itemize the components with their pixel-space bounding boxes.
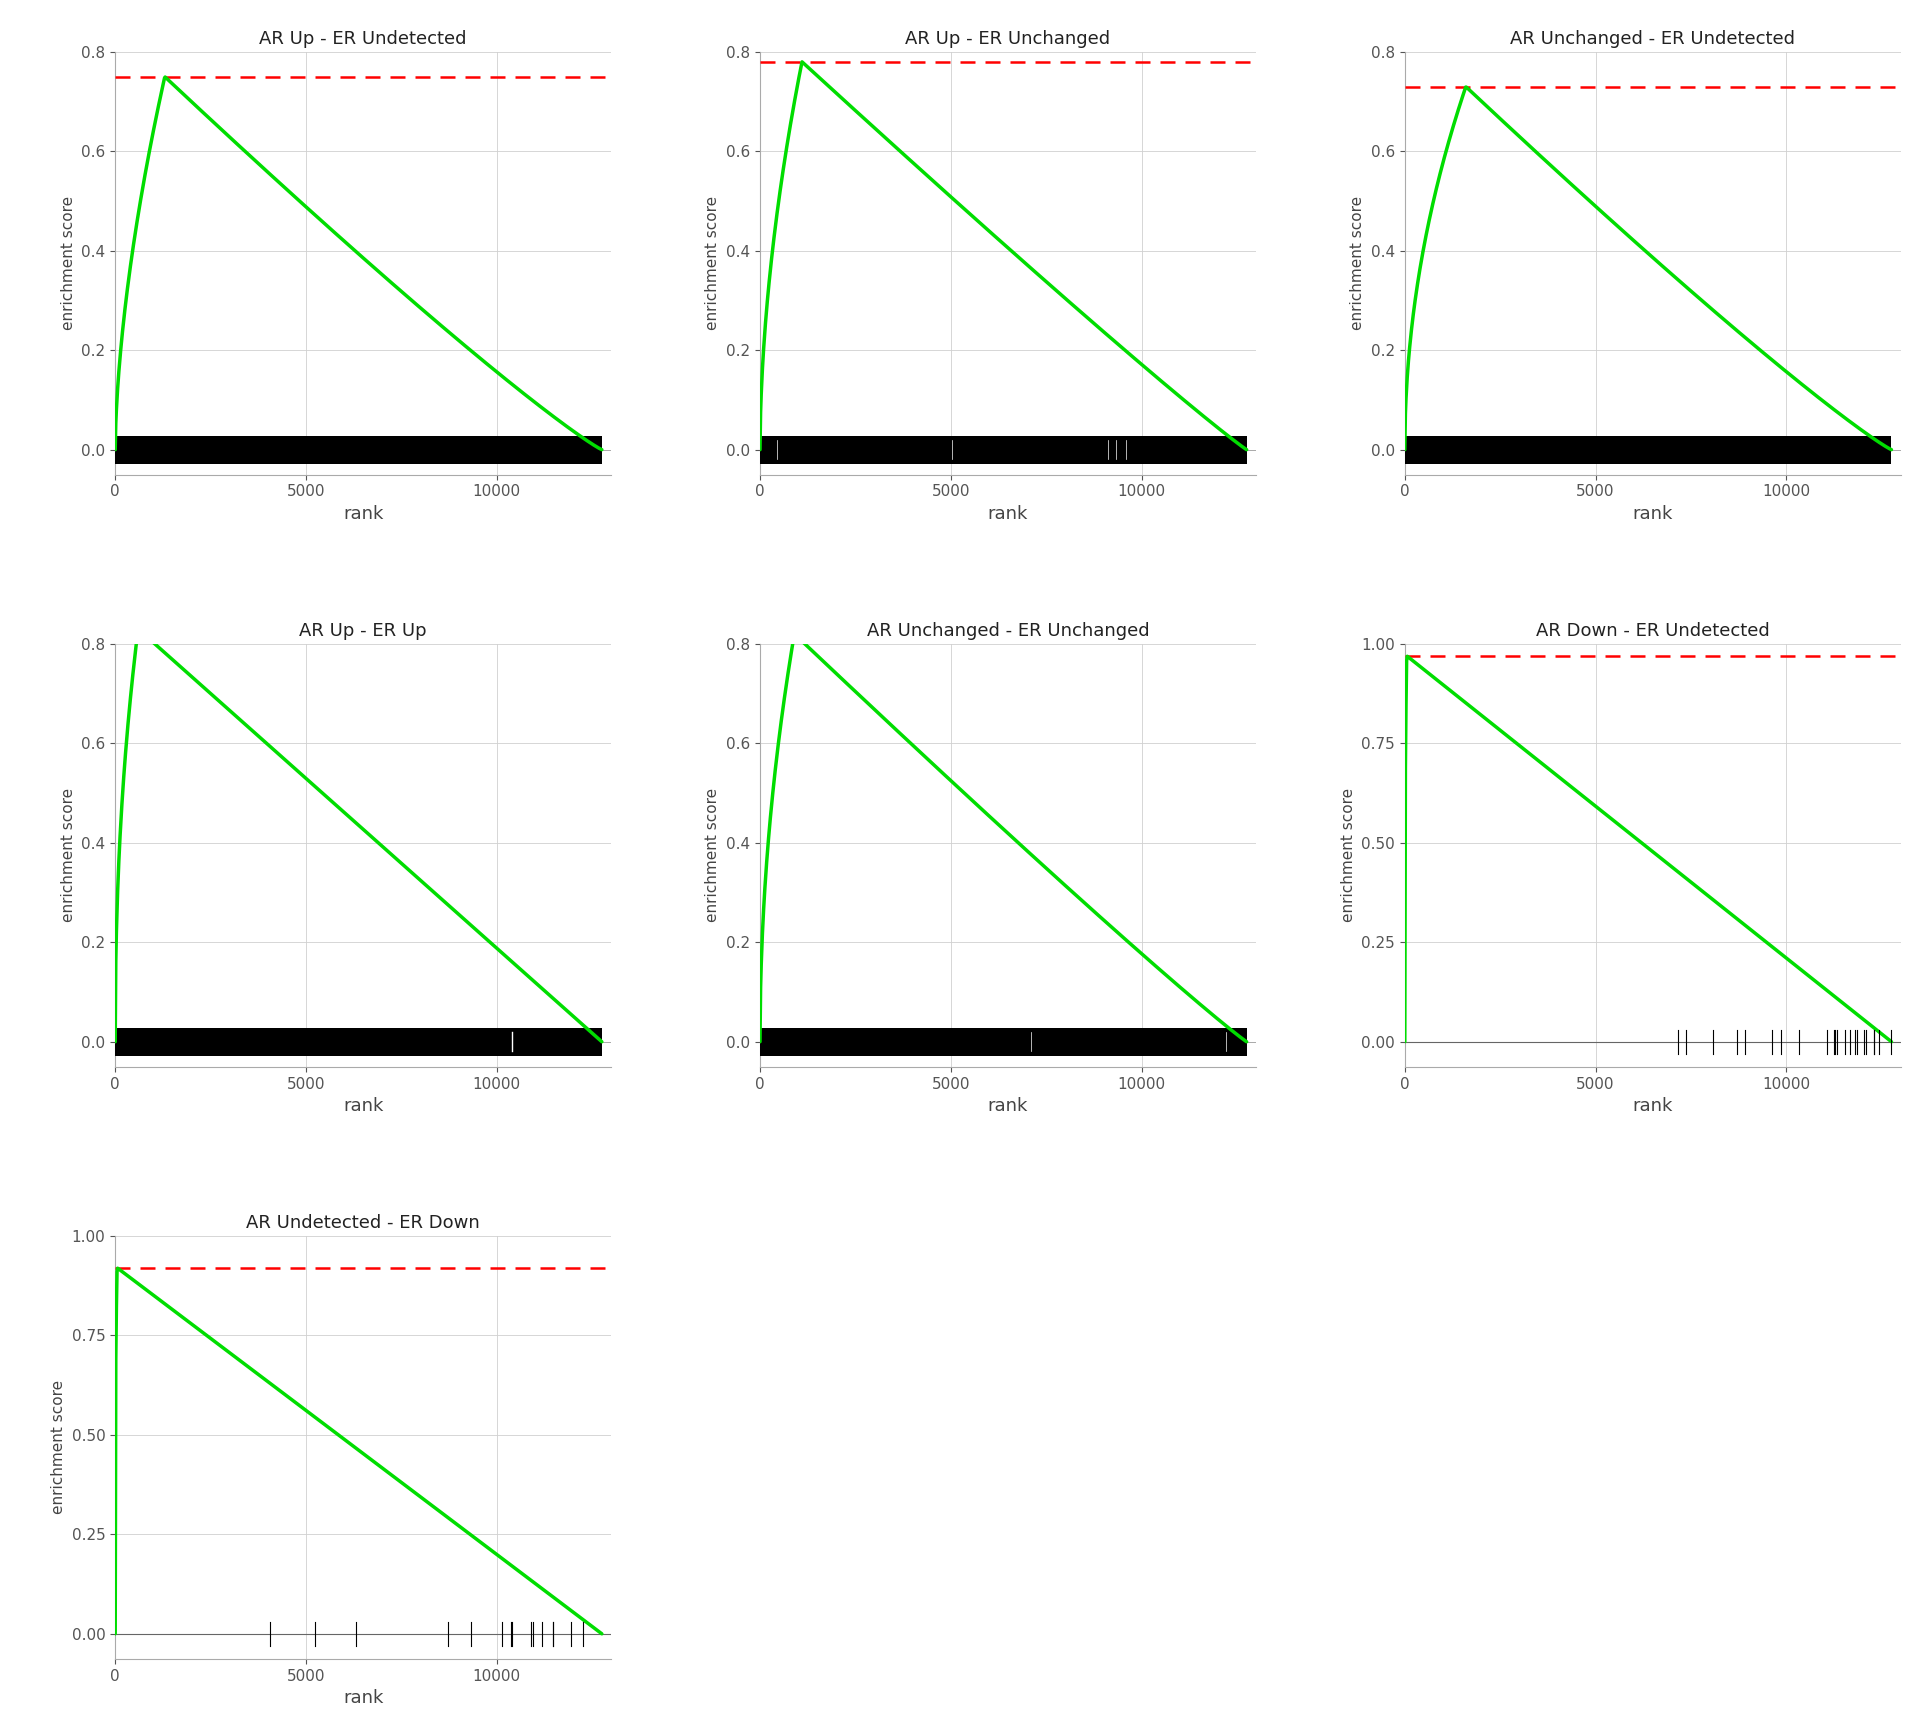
Y-axis label: enrichment score: enrichment score <box>61 788 75 923</box>
Bar <box>115 1028 601 1056</box>
Title: AR Unchanged - ER Undetected: AR Unchanged - ER Undetected <box>1511 29 1795 47</box>
Bar <box>760 435 1246 463</box>
Y-axis label: enrichment score: enrichment score <box>1350 197 1365 330</box>
Bar <box>1405 435 1891 463</box>
X-axis label: rank: rank <box>987 1097 1029 1115</box>
X-axis label: rank: rank <box>344 505 384 524</box>
X-axis label: rank: rank <box>1632 1097 1672 1115</box>
Y-axis label: enrichment score: enrichment score <box>705 197 720 330</box>
Title: AR Undetected - ER Down: AR Undetected - ER Down <box>246 1213 480 1232</box>
Title: AR Down - ER Undetected: AR Down - ER Undetected <box>1536 622 1770 639</box>
Title: AR Unchanged - ER Unchanged: AR Unchanged - ER Unchanged <box>866 622 1150 639</box>
X-axis label: rank: rank <box>1632 505 1672 524</box>
Title: AR Up - ER Unchanged: AR Up - ER Unchanged <box>906 29 1110 47</box>
Y-axis label: enrichment score: enrichment score <box>52 1381 65 1514</box>
Y-axis label: enrichment score: enrichment score <box>1340 788 1356 923</box>
Title: AR Up - ER Undetected: AR Up - ER Undetected <box>259 29 467 47</box>
X-axis label: rank: rank <box>344 1690 384 1707</box>
Title: AR Up - ER Up: AR Up - ER Up <box>300 622 426 639</box>
X-axis label: rank: rank <box>987 505 1029 524</box>
Bar <box>115 435 601 463</box>
Bar <box>760 1028 1246 1056</box>
Y-axis label: enrichment score: enrichment score <box>61 197 75 330</box>
X-axis label: rank: rank <box>344 1097 384 1115</box>
Y-axis label: enrichment score: enrichment score <box>705 788 720 923</box>
